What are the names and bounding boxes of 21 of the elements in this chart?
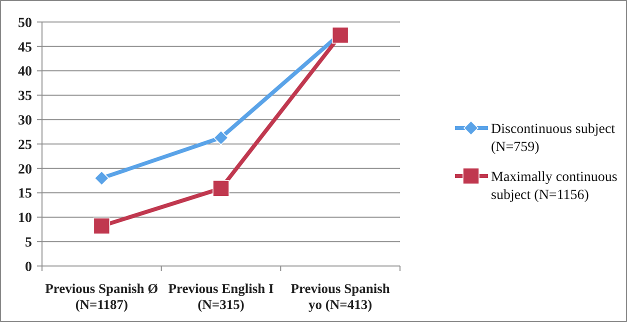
x-tick-label: Previous Spanish Ø (N=1187)	[45, 281, 158, 312]
point	[214, 130, 228, 146]
y-tick-label: 10	[18, 211, 32, 226]
point	[212, 180, 230, 197]
y-tick-label: 30	[18, 114, 32, 128]
x-tick-label: Previous English I (N=315)	[168, 281, 274, 312]
point	[332, 26, 349, 44]
legend-label: Discontinuous subject (N=759)	[491, 122, 616, 155]
y-tick-label: 50	[18, 16, 32, 31]
x-tick-label: Previous Spanish yo (N=413)	[290, 281, 390, 312]
y-tick-label: 35	[18, 89, 32, 104]
y-tick-label: 15	[18, 186, 32, 202]
y-tick-label: 40	[18, 64, 32, 80]
legend-label: Maximally continuous subject (N=1156)	[491, 170, 618, 203]
point	[94, 170, 110, 186]
y-tick-label: 45	[18, 40, 32, 56]
point	[93, 218, 110, 234]
y-tick-label: 25	[18, 138, 32, 153]
y-tick-label: 0	[25, 260, 32, 275]
y-tick-label: 5	[25, 236, 32, 250]
y-tick-label: 20	[18, 162, 32, 178]
